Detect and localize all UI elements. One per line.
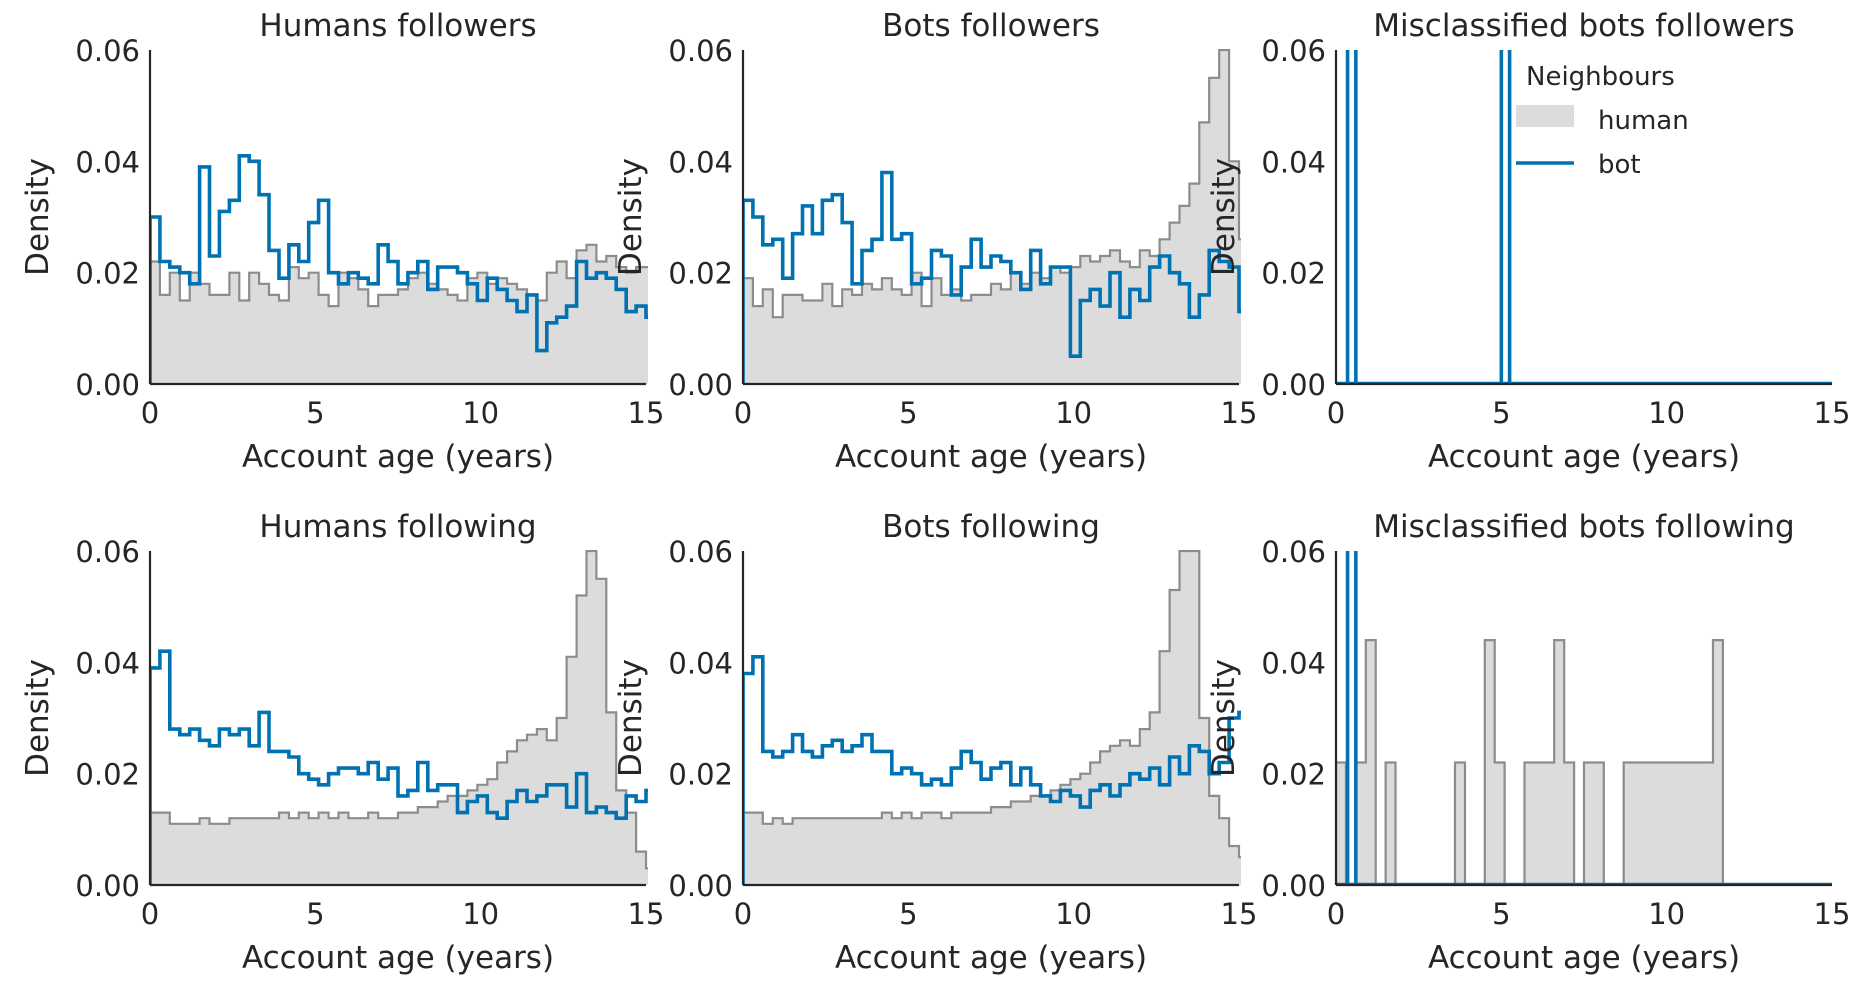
y-tick-label: 0.06 [668,34,733,68]
panel-title: Humans following [259,509,536,545]
legend: Neighbours human bot [1516,62,1689,180]
panel-humans-followers: 0.00 0.02 0.04 0.06 0 5 10 15 Humans followers Ac… [20,8,665,475]
x-tick-label: 5 [1492,396,1510,430]
x-tick-label: 10 [462,396,499,430]
x-tick-label: 0 [1327,897,1345,931]
y-tick-label: 0.00 [668,368,733,402]
human-histogram-fill [743,50,1241,384]
y-tick-label: 0.00 [1261,368,1326,402]
human-histogram-outline [743,550,1241,885]
x-axis-label: Account age (years) [835,439,1147,475]
bot-histogram-line [743,655,1241,885]
y-axis-label: Density [20,659,56,777]
panel-misclassified-bots-followers: 0.00 0.02 0.04 0.06 0 5 10 15 Misclassified bots… [1206,8,1850,475]
human-histogram-outline [150,550,648,885]
human-histogram-outline [743,49,1241,384]
y-tick-label: 0.04 [1261,646,1326,680]
panel-title: Bots followers [882,8,1100,44]
human-histogram-outline [150,243,648,384]
y-axis-label: Density [613,659,649,777]
x-tick-label: 5 [1492,897,1510,931]
y-tick-label: 0.02 [668,758,733,792]
plot-area [1336,50,1832,384]
legend-bot-label: bot [1598,150,1641,180]
y-tick-label: 0.06 [1261,34,1326,68]
x-tick-label: 5 [899,897,917,931]
x-tick-label: 0 [734,897,752,931]
x-axis-label: Account age (years) [835,940,1147,976]
x-axis-label: Account age (years) [242,439,554,475]
panel-title: Misclassified bots following [1373,509,1794,545]
y-tick-label: 0.02 [75,758,140,792]
x-tick-label: 15 [1221,396,1258,430]
panel-title: Bots following [882,509,1100,545]
x-tick-label: 5 [306,897,324,931]
human-histogram-outline [1336,639,1832,885]
bot-histogram-line [150,649,648,885]
plot-area [150,154,648,384]
y-axis-label: Density [1206,659,1242,777]
y-tick-label: 0.02 [668,257,733,291]
human-histogram-fill [743,551,1241,885]
x-tick-label: 10 [1648,396,1685,430]
y-tick-label: 0.02 [1261,758,1326,792]
human-histogram-fill [150,244,648,384]
x-tick-label: 10 [1648,897,1685,931]
y-tick-label: 0.04 [1261,145,1326,179]
x-tick-label: 10 [1055,897,1092,931]
y-tick-label: 0.06 [75,34,140,68]
x-tick-label: 10 [1055,396,1092,430]
x-tick-label: 15 [628,396,665,430]
y-tick-label: 0.04 [75,646,140,680]
panel-bots-followers: 0.00 0.02 0.04 0.06 0 5 10 15 Bots followers Acco… [613,8,1258,475]
panel-humans-following: 0.00 0.02 0.04 0.06 0 5 10 15 Humans following Ac… [20,509,665,976]
bot-histogram-line [150,154,648,384]
panel-bots-following: 0.00 0.02 0.04 0.06 0 5 10 15 Bots following Acco… [613,509,1258,976]
y-tick-label: 0.04 [668,646,733,680]
x-tick-label: 5 [306,396,324,430]
x-tick-label: 15 [1221,897,1258,931]
y-tick-label: 0.04 [75,145,140,179]
x-tick-label: 0 [734,396,752,430]
y-tick-label: 0.06 [1261,535,1326,569]
x-axis-label: Account age (years) [1428,439,1740,475]
legend-human-swatch [1516,105,1574,127]
y-tick-label: 0.06 [75,535,140,569]
x-tick-label: 5 [899,396,917,430]
x-tick-label: 0 [1327,396,1345,430]
y-tick-label: 0.00 [75,869,140,903]
plot-area [150,550,648,885]
y-axis-label: Density [1206,158,1242,276]
bot-histogram-line [743,170,1241,384]
panel-title: Humans followers [259,8,536,44]
x-axis-label: Account age (years) [1428,940,1740,976]
y-axis-label: Density [613,158,649,276]
y-tick-label: 0.00 [75,368,140,402]
x-tick-label: 15 [1814,897,1851,931]
y-tick-label: 0.04 [668,145,733,179]
plot-area [743,550,1241,885]
panel-misclassified-bots-following: 0.00 0.02 0.04 0.06 0 5 10 15 Misclassified bots… [1206,509,1850,976]
plot-area [1336,551,1832,885]
legend-human-label: human [1598,106,1689,136]
y-tick-label: 0.06 [668,535,733,569]
legend-title: Neighbours [1526,62,1675,92]
x-tick-label: 15 [1814,396,1851,430]
y-axis-label: Density [20,158,56,276]
plot-area [743,49,1241,384]
x-tick-label: 0 [141,897,159,931]
x-axis-label: Account age (years) [242,940,554,976]
y-tick-label: 0.02 [1261,257,1326,291]
x-tick-label: 0 [141,396,159,430]
y-tick-label: 0.02 [75,257,140,291]
y-tick-label: 0.00 [668,869,733,903]
x-tick-label: 10 [462,897,499,931]
human-histogram-fill [150,551,648,885]
x-tick-label: 15 [628,897,665,931]
panel-title: Misclassified bots followers [1373,8,1794,44]
y-tick-label: 0.00 [1261,869,1326,903]
